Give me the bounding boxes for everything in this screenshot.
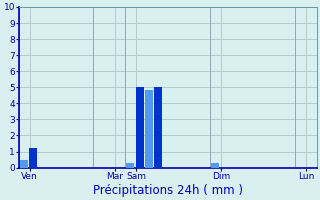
Bar xyxy=(212,163,220,168)
Bar xyxy=(154,87,162,168)
Bar xyxy=(29,148,37,168)
Bar xyxy=(126,163,134,168)
Bar xyxy=(20,160,28,168)
X-axis label: Précipitations 24h ( mm ): Précipitations 24h ( mm ) xyxy=(93,184,243,197)
Bar xyxy=(145,90,153,168)
Bar xyxy=(136,87,144,168)
